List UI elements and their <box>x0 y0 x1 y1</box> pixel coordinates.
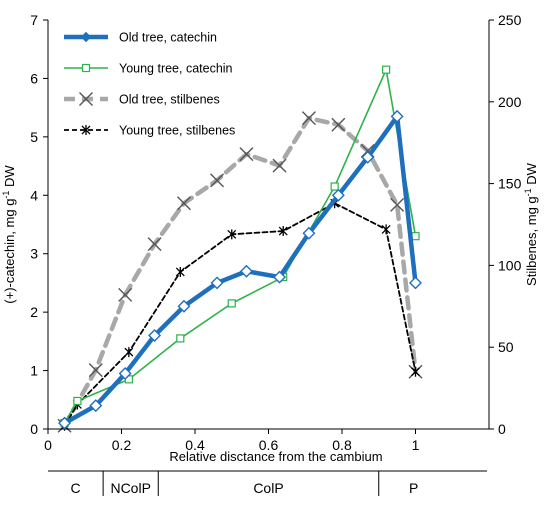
x-tick-label: 0.6 <box>259 437 279 453</box>
legend-young-tree-catechin-point <box>81 63 91 73</box>
left-y-tick-label: 2 <box>30 304 38 320</box>
legend-item-young-tree-stilbenes: Young tree, stilbenes <box>64 124 235 138</box>
old-tree-catechin-point <box>239 264 253 278</box>
right-y-tick-label: 150 <box>498 176 522 192</box>
young-tree-catechin-line <box>63 68 417 424</box>
old-tree-catechin-point <box>302 226 316 240</box>
right-y-tick-label: 0 <box>498 421 506 437</box>
right-y-tick-label: 250 <box>498 12 522 28</box>
x-axis-label: Relative disctance from the cambium <box>169 449 382 464</box>
series-young-tree-catechin <box>60 65 420 428</box>
zone-label-p: P <box>409 480 418 496</box>
right-y-tick-label: 100 <box>498 257 522 273</box>
young-tree-stilbenes-line <box>63 202 417 427</box>
right-y-axis-label: Stilbenes, mg g-1 DW <box>523 162 539 286</box>
legend-label: Young tree, catechin <box>119 62 233 76</box>
old-tree-stilbenes-point <box>301 111 316 126</box>
x-tick-label: 0.2 <box>112 437 132 453</box>
old-tree-catechin-point <box>148 329 162 343</box>
left-y-axis-label-superscript: -1 <box>1 191 11 199</box>
old-tree-catechin-point <box>89 399 103 413</box>
left-y-tick-label: 1 <box>30 363 38 379</box>
legend: Old tree, catechin Young tree, catechin Ol… <box>64 31 235 138</box>
legend-old-tree-catechin-point <box>80 31 92 43</box>
young-tree-stilbenes-point <box>381 224 391 235</box>
old-tree-catechin-point <box>273 270 287 284</box>
old-tree-stilbenes-point <box>147 237 162 252</box>
tissue-zone-bar: C NColP ColP P <box>48 470 487 496</box>
right-y-tick-label: 200 <box>498 94 522 110</box>
old-tree-catechin-point <box>390 109 404 123</box>
left-y-tick-label: 0 <box>30 421 38 437</box>
legend-item-old-tree-catechin: Old tree, catechin <box>64 31 217 45</box>
old-tree-stilbenes-point <box>118 287 133 302</box>
legend-item-young-tree-catechin: Young tree, catechin <box>64 62 233 76</box>
legend-label: Young tree, stilbenes <box>119 124 235 138</box>
old-tree-catechin-point <box>118 367 132 380</box>
legend-old-tree-stilbenes-point <box>79 92 93 106</box>
right-y-axis-label-end: DW <box>524 162 539 188</box>
series-young-tree-stilbenes <box>60 198 420 431</box>
legend-young-tree-stilbenes-point <box>81 125 91 135</box>
old-tree-stilbenes-point <box>390 197 405 212</box>
left-y-axis-label-end: DW <box>2 165 17 191</box>
old-tree-catechin-point <box>58 416 72 430</box>
young-tree-catechin-point <box>411 232 420 241</box>
young-tree-catechin-point <box>330 182 339 191</box>
right-y-axis-label-superscript: -1 <box>523 188 533 196</box>
legend-label: Old tree, catechin <box>119 31 217 45</box>
left-y-axis-label-main: (+)-catechin, mg g <box>2 199 17 304</box>
series-old-tree-catechin <box>58 109 422 430</box>
x-tick-label: 1 <box>412 437 420 453</box>
legend-item-old-tree-stilbenes: Old tree, stilbenes <box>64 92 220 107</box>
old-tree-stilbenes-point <box>239 147 254 162</box>
left-y-tick-label: 7 <box>30 12 38 28</box>
old-tree-catechin-point <box>331 188 345 202</box>
zone-label-colp: ColP <box>253 480 283 496</box>
left-y-tick-label: 3 <box>30 246 38 262</box>
young-tree-catechin-point <box>382 65 391 74</box>
old-tree-stilbenes-point <box>176 196 191 211</box>
old-tree-catechin-point <box>361 150 375 164</box>
x-tick-label: 0 <box>44 437 52 453</box>
right-y-axis-label-main: Stilbenes, mg g <box>524 196 539 286</box>
series-layer <box>57 65 423 433</box>
young-tree-catechin-point <box>176 334 185 343</box>
ticks: 0 0.2 0.4 0.6 0.8 1 0 1 2 3 4 5 6 7 0 50 100 150 200 250 <box>30 12 521 453</box>
legend-label: Old tree, stilbenes <box>119 93 220 107</box>
young-tree-stilbenes-point <box>175 266 185 277</box>
old-tree-catechin-point <box>210 276 224 290</box>
young-tree-catechin-point <box>73 396 82 406</box>
zone-label-ncolp: NColP <box>110 480 150 496</box>
x-tick-label: 0.8 <box>332 437 352 453</box>
young-tree-stilbenes-point <box>124 347 134 358</box>
old-tree-stilbenes-point <box>88 363 103 378</box>
young-tree-stilbenes-point <box>278 226 288 237</box>
x-tick-label: 0.4 <box>185 437 205 453</box>
young-tree-stilbenes-point <box>227 229 237 240</box>
left-y-axis-label: (+)-catechin, mg g-1 DW <box>1 165 17 304</box>
old-tree-stilbenes-point <box>272 158 287 173</box>
young-tree-catechin-point <box>227 299 236 308</box>
old-tree-stilbenes-point <box>210 173 225 188</box>
old-tree-catechin-point <box>177 299 191 313</box>
old-tree-stilbenes-point <box>331 117 346 132</box>
old-tree-catechin-point <box>409 276 422 290</box>
left-y-tick-label: 6 <box>30 70 38 86</box>
left-y-tick-label: 4 <box>30 187 38 203</box>
young-tree-stilbenes-point <box>411 366 420 377</box>
right-y-tick-label: 50 <box>498 339 514 355</box>
zone-label-c: C <box>71 480 81 496</box>
left-y-tick-label: 5 <box>30 129 38 145</box>
